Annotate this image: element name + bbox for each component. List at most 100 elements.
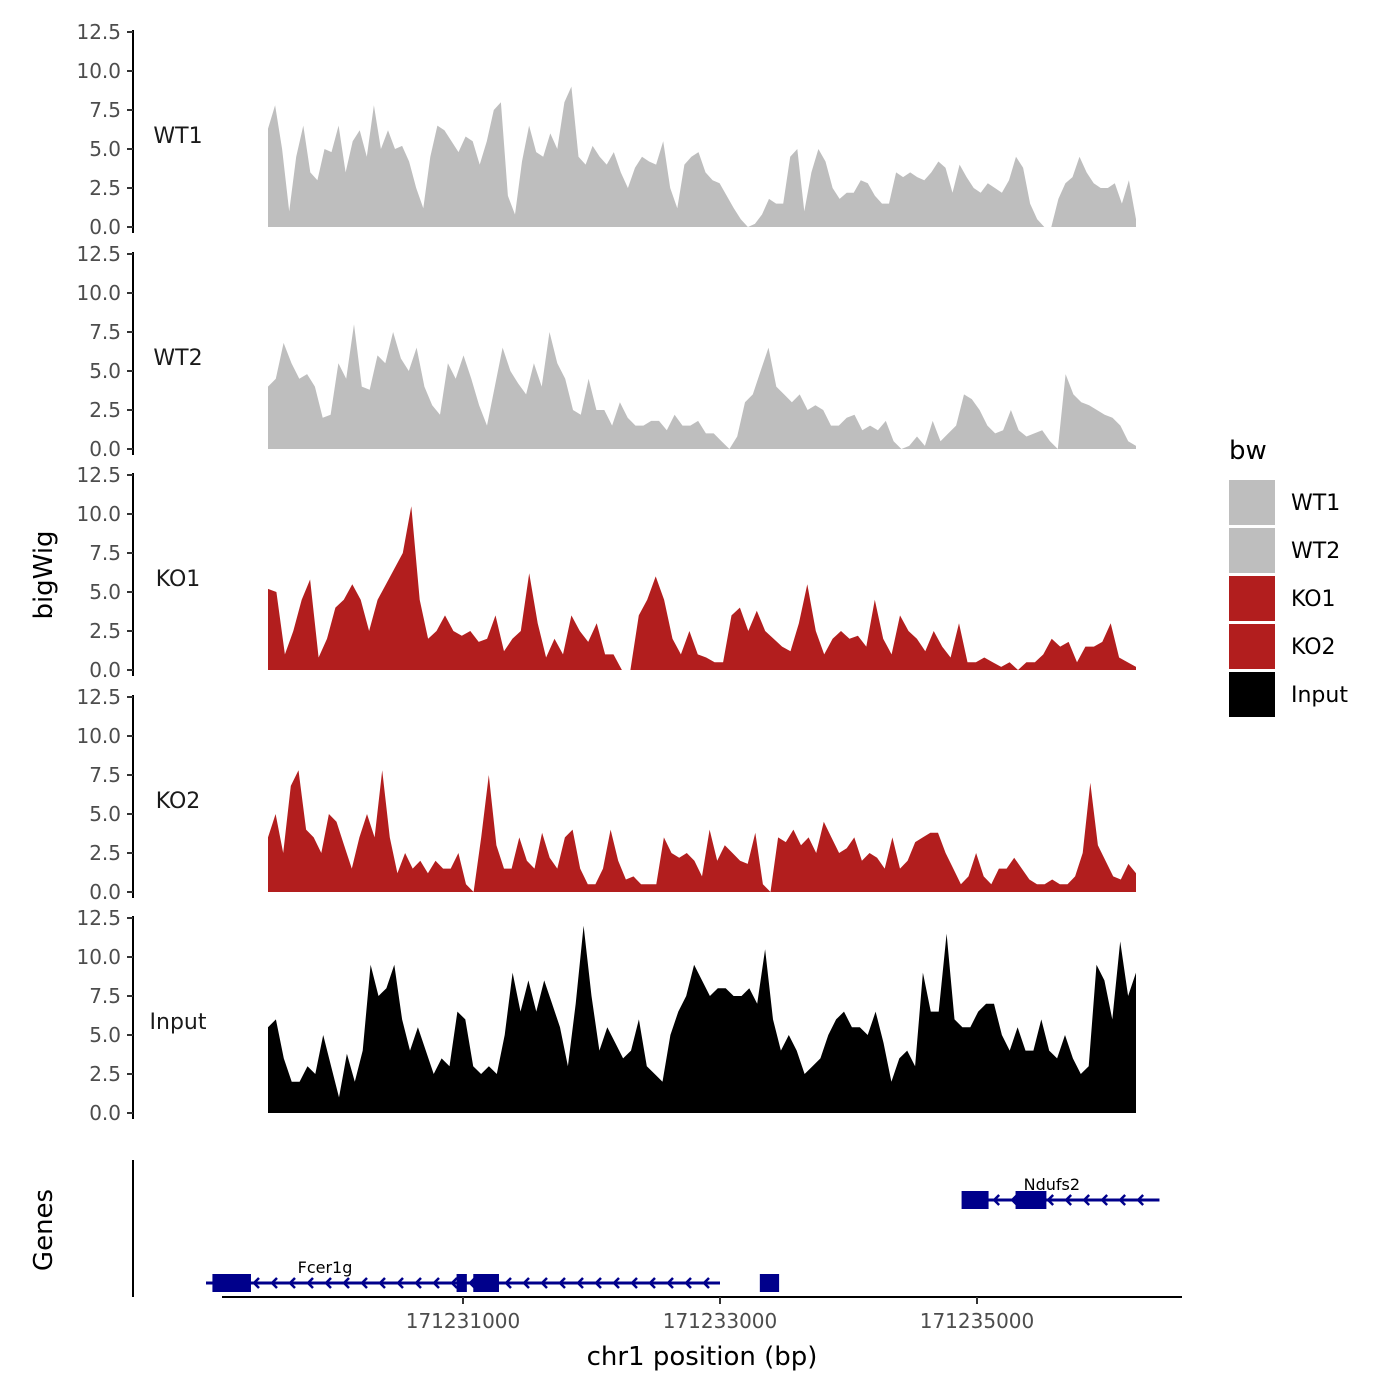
- y-tick-label: 2.5: [89, 1062, 121, 1086]
- strand-arrow: [684, 1277, 692, 1289]
- strand-arrow: [450, 1277, 458, 1289]
- track-input: 0.0 2.5 5.0 7.5 10.0 12.5 Input: [76, 906, 1136, 1125]
- strand-arrow: [324, 1277, 332, 1289]
- strand-arrow: [378, 1277, 386, 1289]
- y-tick-label: 12.5: [76, 906, 121, 930]
- strand-arrow: [1010, 1194, 1019, 1206]
- track-panels: 0.0 2.5 5.0 7.5 10.0 12.5 WT1 0.0 2.5 5.0 7.5 10.0 1…: [76, 20, 1136, 1125]
- legend-key-wt1: [1229, 480, 1275, 525]
- strand-arrow: [1082, 1194, 1091, 1206]
- exon: [456, 1274, 467, 1292]
- y-tick-label: 7.5: [89, 98, 121, 122]
- strand-arrow: [1118, 1194, 1127, 1206]
- gene-label: Ndufs2: [1024, 1175, 1080, 1194]
- strand-arrow: [594, 1277, 602, 1289]
- strand-arrow: [396, 1277, 404, 1289]
- track-label-ko1: KO1: [156, 567, 201, 592]
- legend-key-ko1: [1229, 576, 1275, 621]
- track-label-wt2: WT2: [153, 346, 202, 371]
- y-tick-label: 5.0: [89, 137, 121, 161]
- track-label-ko2: KO2: [156, 789, 201, 814]
- track-wt1: 0.0 2.5 5.0 7.5 10.0 12.5 WT1: [76, 20, 1136, 239]
- track-ko2: 0.0 2.5 5.0 7.5 10.0 12.5 KO2: [76, 685, 1136, 904]
- y-tick-label: 10.0: [76, 59, 121, 83]
- y-tick-label: 7.5: [89, 763, 121, 787]
- y-tick-label: 0.0: [89, 658, 121, 682]
- y-tick-label: 10.0: [76, 502, 121, 526]
- legend-key-input: [1229, 672, 1275, 717]
- y-tick-label: 5.0: [89, 1023, 121, 1047]
- x-tick-label: 171231000: [406, 1309, 521, 1333]
- y-tick-label: 0.0: [89, 437, 121, 461]
- strand-arrow: [666, 1277, 674, 1289]
- legend: bw WT1 WT2 KO1 KO2 Input: [1229, 436, 1348, 717]
- strand-arrow: [576, 1277, 584, 1289]
- track-wt2: 0.0 2.5 5.0 7.5 10.0 12.5 WT2: [76, 242, 1136, 461]
- strand-arrow: [630, 1277, 638, 1289]
- exon: [212, 1274, 251, 1292]
- exon: [759, 1274, 780, 1292]
- y-tick-label: 2.5: [89, 841, 121, 865]
- strand-arrow: [1100, 1194, 1109, 1206]
- strand-arrow: [342, 1277, 350, 1289]
- y-tick-label: 7.5: [89, 984, 121, 1008]
- y-tick-label: 2.5: [89, 398, 121, 422]
- strand-arrow: [1046, 1194, 1055, 1206]
- strand-arrow: [558, 1277, 566, 1289]
- y-axis-title: bigWig: [29, 530, 59, 619]
- strand-arrow: [522, 1277, 530, 1289]
- y-tick-label: 12.5: [76, 242, 121, 266]
- strand-arrow: [270, 1277, 278, 1289]
- track-ko1: 0.0 2.5 5.0 7.5 10.0 12.5 KO1: [76, 463, 1136, 682]
- legend-key-ko2: [1229, 624, 1275, 669]
- x-tick-label: 171235000: [920, 1309, 1035, 1333]
- strand-arrow: [360, 1277, 368, 1289]
- legend-label-ko1: KO1: [1291, 587, 1336, 612]
- y-tick-label: 10.0: [76, 724, 121, 748]
- strand-arrow: [288, 1277, 296, 1289]
- y-tick-label: 12.5: [76, 463, 121, 487]
- strand-arrow: [414, 1277, 422, 1289]
- coverage-area-ko2: [268, 770, 1136, 892]
- strand-arrow: [1064, 1194, 1073, 1206]
- y-tick-label: 12.5: [76, 20, 121, 44]
- strand-arrow: [648, 1277, 656, 1289]
- exon: [473, 1274, 499, 1292]
- genes-axis-title: Genes: [29, 1189, 59, 1271]
- coverage-area-wt1: [268, 86, 1136, 227]
- legend-label-input: Input: [1291, 683, 1348, 708]
- y-tick-label: 7.5: [89, 320, 121, 344]
- y-tick-label: 0.0: [89, 215, 121, 239]
- strand-arrow: [992, 1194, 1001, 1206]
- y-tick-label: 0.0: [89, 880, 121, 904]
- legend-title: bw: [1229, 436, 1267, 466]
- legend-key-wt2: [1229, 528, 1275, 573]
- strand-arrow: [504, 1277, 512, 1289]
- strand-arrow: [306, 1277, 314, 1289]
- track-label-input: Input: [150, 1010, 207, 1035]
- y-tick-label: 12.5: [76, 685, 121, 709]
- y-tick-label: 2.5: [89, 619, 121, 643]
- strand-arrow: [540, 1277, 548, 1289]
- strand-arrow: [702, 1277, 710, 1289]
- coverage-area-input: [268, 925, 1136, 1113]
- strand-arrow: [1136, 1194, 1145, 1206]
- x-axis-title: chr1 position (bp): [587, 1342, 818, 1372]
- y-tick-label: 5.0: [89, 802, 121, 826]
- y-tick-label: 7.5: [89, 541, 121, 565]
- legend-label-ko2: KO2: [1291, 635, 1336, 660]
- gene-panel: 171231000 171233000 171235000 Fcer1g Ndufs2: [132, 1160, 1182, 1333]
- gene-label: Fcer1g: [298, 1258, 353, 1277]
- coverage-area-wt2: [268, 324, 1136, 449]
- x-tick-label: 171233000: [663, 1309, 778, 1333]
- exon: [961, 1191, 989, 1209]
- strand-arrow: [252, 1277, 260, 1289]
- legend-label-wt2: WT2: [1291, 539, 1340, 564]
- y-tick-label: 5.0: [89, 580, 121, 604]
- strand-arrow: [612, 1277, 620, 1289]
- strand-arrow: [432, 1277, 440, 1289]
- y-tick-label: 5.0: [89, 359, 121, 383]
- gene-ndufs2: Ndufs2: [961, 1175, 1160, 1209]
- y-tick-label: 10.0: [76, 945, 121, 969]
- legend-label-wt1: WT1: [1291, 491, 1340, 516]
